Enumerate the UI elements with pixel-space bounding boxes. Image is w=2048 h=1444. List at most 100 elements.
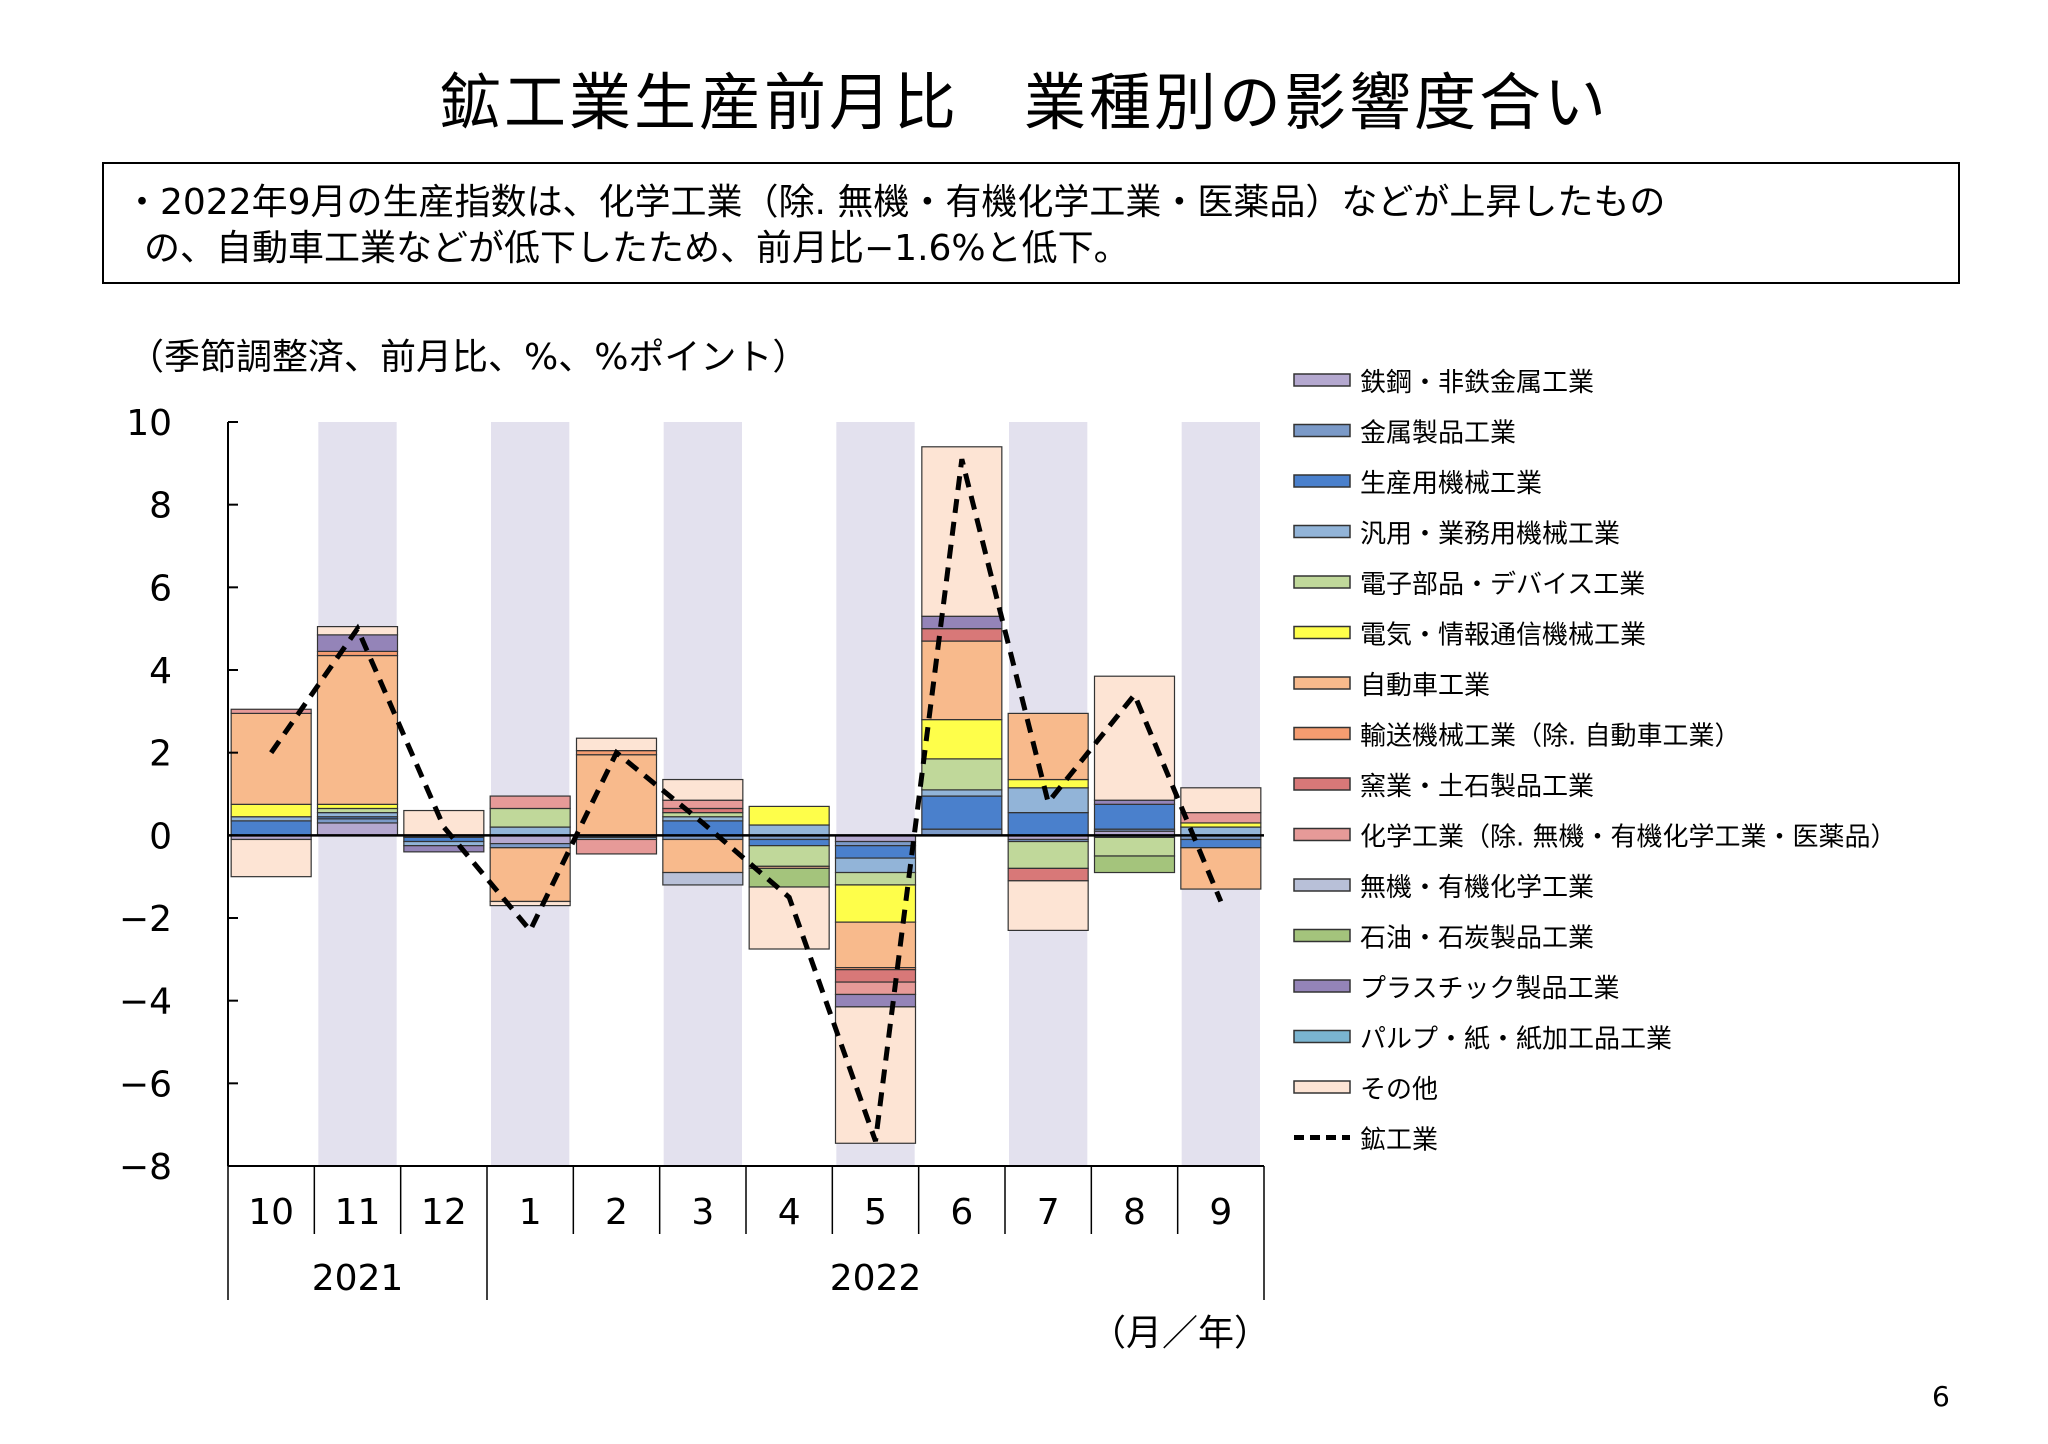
bar-segment (662, 871, 744, 886)
bar-segment (230, 816, 312, 822)
y-tick-label: 6 (149, 568, 172, 609)
legend-swatch (1293, 524, 1351, 539)
bar-segment (921, 446, 1003, 617)
legend-swatch (1293, 373, 1351, 387)
x-tick-label: 1 (519, 1192, 542, 1233)
legend-label: 生産用機械工業 (1360, 469, 1542, 499)
bar-segment (489, 795, 571, 810)
bar-segment (489, 807, 571, 828)
bar-segment (1093, 803, 1176, 830)
unit-note: （季節調整済、前月比、%、%ポイント） (128, 337, 809, 378)
bar-segment (834, 845, 917, 859)
bar-segment (230, 820, 312, 836)
legend-swatch (1293, 423, 1351, 438)
legend-label: 無機・有機化学工業 (1360, 873, 1594, 903)
bar-segment (230, 712, 312, 805)
x-unit-label: （月／年） (1090, 1313, 1271, 1354)
x-tick-label: 9 (1209, 1192, 1232, 1233)
bar-segment (1093, 836, 1176, 857)
legend-swatch (1293, 1029, 1351, 1044)
y-tick-label: −6 (119, 1064, 172, 1105)
bar-segment (316, 803, 399, 810)
legend-swatch (1293, 575, 1351, 589)
bar-segment (230, 803, 312, 818)
y-tick-label: −8 (119, 1147, 172, 1188)
bar-segment (1007, 787, 1089, 814)
page-number: 6 (1932, 1380, 1950, 1413)
x-tick-label: 6 (950, 1192, 973, 1233)
bar-segment (230, 838, 312, 878)
bar-segment (834, 1006, 917, 1144)
bar-segment (834, 921, 917, 969)
legend-label: プラスチック製品工業 (1360, 974, 1619, 1004)
legend-label: 電子部品・デバイス工業 (1360, 570, 1645, 600)
legend-swatch (1293, 1080, 1351, 1094)
legend-swatch (1293, 676, 1351, 690)
bar-segment (316, 807, 399, 814)
bar-segment (921, 640, 1003, 721)
bar-segment (316, 654, 399, 805)
bar-segment (921, 789, 1003, 797)
legend-swatch (1293, 726, 1351, 741)
legend-label: 輸送機械工業（除. 自動車工業） (1360, 722, 1741, 752)
year-label: 2022 (830, 1258, 922, 1299)
legend-swatch (1293, 827, 1351, 842)
legend-swatch (1293, 979, 1351, 993)
bar-segment (489, 842, 571, 849)
bar-segment (1093, 675, 1176, 801)
legend-swatch (1293, 625, 1351, 640)
bar-segment (1007, 811, 1089, 836)
bar-segment (316, 811, 399, 818)
x-tick-label: 5 (864, 1192, 887, 1233)
y-tick-label: 0 (149, 816, 172, 857)
x-tick-label: 12 (421, 1192, 467, 1233)
bar-segment (662, 799, 744, 810)
y-tick-label: 10 (126, 403, 172, 444)
legend-swatch (1293, 928, 1351, 943)
bar-segment (316, 634, 399, 652)
bar-segment (834, 871, 917, 886)
page-title: 鉱工業生産前月比 業種別の影響度合い (438, 66, 1609, 139)
legend-swatch (1293, 777, 1351, 791)
legend-label: パルプ・紙・紙加工品工業 (1360, 1025, 1672, 1055)
legend-label: その他 (1360, 1075, 1438, 1105)
summary-line-1: ・2022年9月の生産指数は、化学工業（除. 無機・有機化学工業・医薬品）などが… (124, 182, 1666, 223)
y-tick-label: 2 (149, 734, 172, 775)
bar-segment (921, 718, 1003, 760)
legend-label: 汎用・業務用機械工業 (1360, 520, 1620, 550)
bar-segment (575, 838, 658, 855)
y-tick-label: −2 (119, 899, 172, 940)
bar-segment (1180, 847, 1262, 890)
bar-segment (230, 708, 312, 714)
bar-segment (921, 795, 1003, 830)
bar-segment (834, 981, 917, 996)
x-tick-label: 10 (248, 1192, 294, 1233)
legend-label: 鉱工業 (1360, 1126, 1438, 1156)
bar-segment (1007, 867, 1089, 882)
bar-segment (748, 838, 830, 847)
total-production-line (269, 458, 1224, 1143)
year-label: 2021 (312, 1258, 404, 1299)
legend-label: 電気・情報通信機械工業 (1360, 621, 1646, 651)
bar-segment (1007, 840, 1089, 869)
x-tick-label: 11 (335, 1192, 381, 1233)
x-tick-label: 7 (1037, 1192, 1060, 1233)
bar-segment (1093, 855, 1176, 874)
x-tick-label: 2 (605, 1192, 628, 1233)
bar-segment (1007, 778, 1089, 789)
legend-label: 金属製品工業 (1360, 419, 1516, 449)
bar-segment (921, 615, 1003, 630)
y-tick-label: 8 (149, 486, 172, 527)
bar-segment (834, 840, 917, 847)
bar-segment (921, 628, 1003, 642)
legend-label: 鉄鋼・非鉄金属工業 (1360, 368, 1594, 398)
bar-segment (575, 737, 658, 752)
bar-segment (921, 758, 1003, 791)
bar-segment (834, 993, 917, 1008)
bar-segment (662, 811, 744, 818)
legend-swatch (1293, 878, 1351, 892)
y-tick-label: 4 (149, 651, 172, 692)
bar-segment (748, 824, 830, 836)
bar-segment (316, 822, 399, 836)
